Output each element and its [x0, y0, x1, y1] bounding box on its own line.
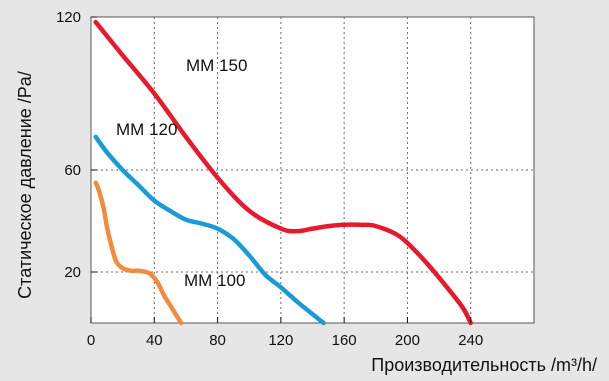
series-label-mm150: MM 150 — [186, 56, 247, 75]
series-label-mm100: MM 100 — [184, 271, 245, 290]
x-tick-label: 200 — [395, 332, 420, 349]
series-line-mm100 — [93, 180, 184, 326]
x-tick-label: 160 — [332, 332, 357, 349]
series-label-mm120: MM 120 — [116, 120, 177, 139]
grid — [91, 17, 534, 323]
y-tick-label: 120 — [56, 9, 81, 26]
x-tick-label: 80 — [209, 332, 226, 349]
x-tick-label: 0 — [87, 332, 95, 349]
ticks: 0 40 80 120 160 200 240 20 60 120 — [56, 9, 483, 349]
y-tick-label: 20 — [64, 264, 81, 281]
series-line-mm150 — [93, 19, 473, 326]
series-lines — [93, 19, 473, 326]
y-axis-label: Статическое давление /Pa/ — [15, 71, 35, 299]
x-axis-label: Производительность /m³/h/ — [371, 355, 597, 375]
series-line-mm120 — [93, 134, 326, 326]
x-tick-label: 120 — [268, 332, 293, 349]
y-tick-label: 60 — [64, 162, 81, 179]
x-tick-label: 40 — [146, 332, 163, 349]
x-tick-label: 240 — [458, 332, 483, 349]
